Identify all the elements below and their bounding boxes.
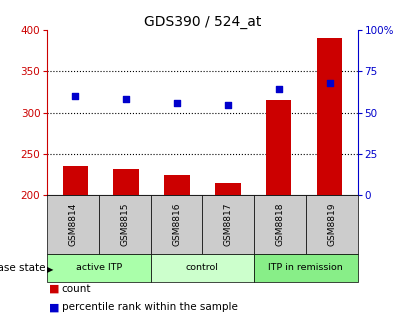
Text: GSM8815: GSM8815 [120,203,129,246]
Text: GSM8817: GSM8817 [224,203,233,246]
Bar [266,100,291,195]
Point [275,86,282,91]
Text: ITP in remission: ITP in remission [268,263,343,272]
Text: ■: ■ [49,302,60,312]
Text: percentile rank within the sample: percentile rank within the sample [62,302,238,312]
Text: ■: ■ [49,284,60,294]
Text: control: control [186,263,219,272]
Text: GSM8814: GSM8814 [69,203,78,246]
Point [123,96,129,101]
Bar [215,182,240,195]
Point [224,102,231,108]
Text: ▶: ▶ [47,265,54,274]
Point [174,100,180,106]
Text: GSM8816: GSM8816 [172,203,181,246]
Text: active ITP: active ITP [76,263,122,272]
Title: GDS390 / 524_at: GDS390 / 524_at [144,15,261,29]
Bar [113,169,139,195]
Bar [317,38,342,195]
Bar [62,166,88,195]
Bar [164,175,190,195]
Text: GSM8819: GSM8819 [327,203,336,246]
Text: disease state: disease state [0,263,45,273]
Text: count: count [62,284,91,294]
Point [72,93,79,99]
Text: GSM8818: GSM8818 [275,203,284,246]
Point [326,80,333,86]
